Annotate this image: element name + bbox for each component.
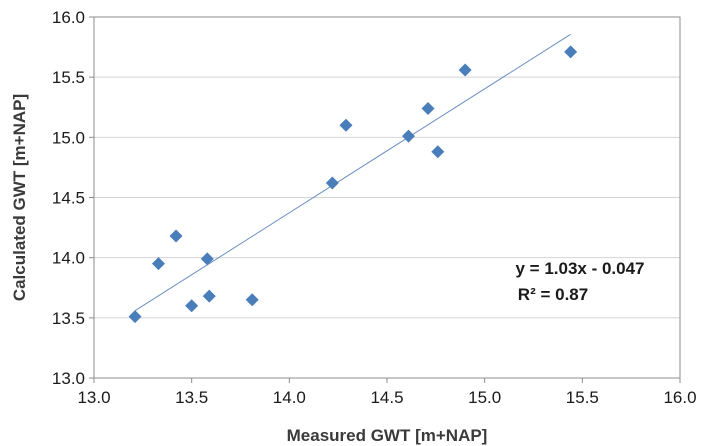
data-point bbox=[325, 176, 339, 190]
data-point bbox=[151, 257, 165, 271]
data-point bbox=[401, 129, 415, 143]
data-point bbox=[169, 229, 183, 243]
y-axis-ticks: 13.0 13.5 14.0 14.5 15.0 15.5 16.0 bbox=[52, 8, 94, 388]
x-tick-label: 13.5 bbox=[175, 388, 208, 407]
y-tick-label: 14.5 bbox=[52, 189, 85, 208]
data-point bbox=[339, 118, 353, 132]
x-tick-label: 14.5 bbox=[370, 388, 403, 407]
x-tick-label: 16.0 bbox=[663, 388, 696, 407]
x-tick-label: 13.0 bbox=[77, 388, 110, 407]
x-axis-ticks: 13.0 13.5 14.0 14.5 15.0 15.5 16.0 bbox=[77, 378, 697, 407]
y-tick-label: 15.5 bbox=[52, 68, 85, 87]
y-tick-label: 13.5 bbox=[52, 309, 85, 328]
trendline-equation: y = 1.03x - 0.047 bbox=[515, 259, 644, 278]
y-axis-label: Calculated GWT [m+NAP] bbox=[10, 94, 29, 301]
data-point bbox=[202, 289, 216, 303]
x-tick-label: 15.0 bbox=[468, 388, 501, 407]
data-point bbox=[564, 45, 578, 59]
y-tick-label: 14.0 bbox=[52, 249, 85, 268]
data-point bbox=[245, 293, 259, 307]
y-tick-label: 16.0 bbox=[52, 8, 85, 27]
x-axis-label: Measured GWT [m+NAP] bbox=[287, 426, 488, 445]
data-point bbox=[458, 63, 472, 77]
data-point bbox=[421, 101, 435, 115]
y-tick-label: 13.0 bbox=[52, 369, 85, 388]
x-tick-label: 15.5 bbox=[566, 388, 599, 407]
data-point bbox=[128, 310, 142, 324]
y-tick-label: 15.0 bbox=[52, 128, 85, 147]
data-point bbox=[200, 252, 214, 266]
data-points bbox=[128, 45, 578, 324]
data-point bbox=[185, 299, 199, 313]
gridlines bbox=[94, 76, 680, 319]
r-squared-label: R² = 0.87 bbox=[518, 285, 588, 304]
data-point bbox=[431, 145, 445, 159]
x-tick-label: 14.0 bbox=[273, 388, 306, 407]
